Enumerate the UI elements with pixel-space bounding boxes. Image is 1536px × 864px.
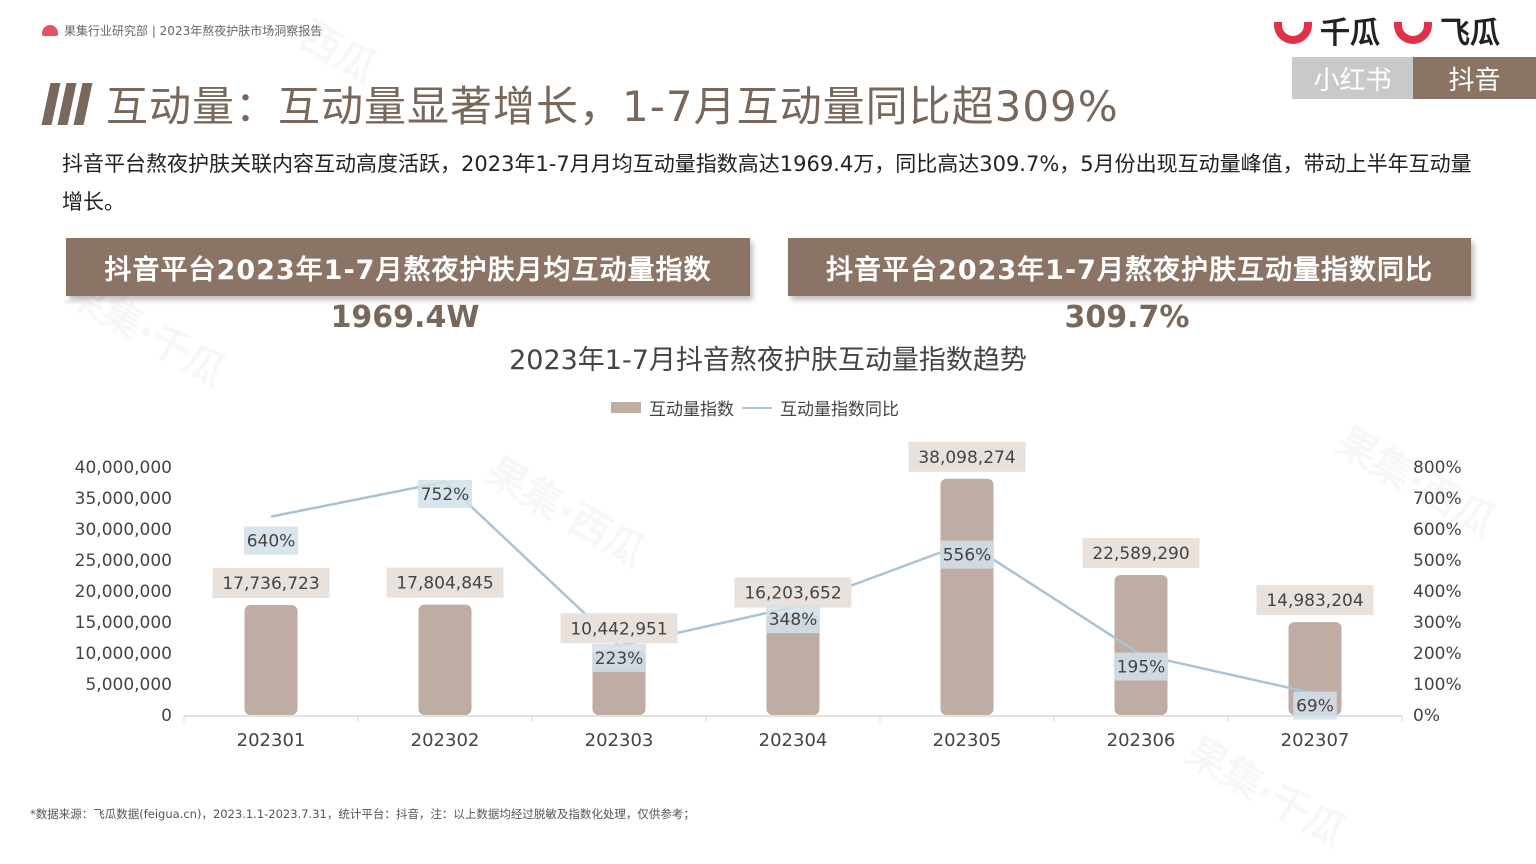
x-tick-label: 202302 <box>411 730 480 751</box>
y-left-tick-label: 5,000,000 <box>85 675 172 695</box>
y-left-tick-label: 35,000,000 <box>75 489 172 509</box>
y-right-tick-label: 400% <box>1413 582 1462 602</box>
bar-value-label-bg <box>1256 585 1374 616</box>
qiangua-logo-icon <box>1274 22 1312 44</box>
y-right-tick-label: 600% <box>1413 520 1462 540</box>
feigua-logo: 飞瓜 <box>1394 8 1500 52</box>
line-value-label: 69% <box>1296 697 1334 717</box>
page-title: 互动量：互动量显著增长，1-7月互动量同比超309% <box>106 82 1119 131</box>
legend-bar-label: 互动量指数 <box>649 400 734 420</box>
y-right-tick-label: 300% <box>1413 613 1462 633</box>
brand-logo-icon <box>42 25 58 36</box>
bar-value-label: 17,804,845 <box>396 574 493 594</box>
bar-value-label: 22,589,290 <box>1092 544 1189 564</box>
bar-value-label-bg <box>1082 537 1200 568</box>
y-right-tick-label: 500% <box>1413 551 1462 571</box>
bar-value-label: 10,442,951 <box>570 619 667 639</box>
legend-bar-swatch <box>611 402 641 413</box>
y-left-tick-label: 10,000,000 <box>75 644 172 664</box>
x-tick-label: 202303 <box>585 730 654 751</box>
bar-value-label-bg <box>560 613 678 644</box>
bar <box>766 614 820 715</box>
x-tick-label: 202301 <box>237 730 306 751</box>
y-right-tick-label: 700% <box>1413 489 1462 509</box>
y-right-tick-label: 800% <box>1413 458 1462 478</box>
line-value-label-bg <box>940 540 994 569</box>
y-right-tick-label: 0% <box>1413 706 1440 726</box>
legend-line-swatch <box>742 406 772 409</box>
bar <box>418 604 472 715</box>
bar-value-label: 14,983,204 <box>1266 591 1363 611</box>
header-source: 果集行业研究部 | 2023年熬夜护肤市场洞察报告 <box>42 22 322 39</box>
bar-value-label-bg <box>908 441 1026 472</box>
y-right-tick-label: 200% <box>1413 644 1462 664</box>
bar-value-label-bg <box>212 568 330 599</box>
line-value-label: 556% <box>943 546 992 566</box>
banner-yoy-interaction: 抖音平台2023年1-7月熬夜护肤互动量指数同比 <box>788 238 1471 296</box>
x-tick-label: 202306 <box>1107 730 1176 751</box>
x-tick-label: 202307 <box>1281 730 1350 751</box>
y-left-tick-label: 0 <box>161 706 172 726</box>
y-left-tick-label: 20,000,000 <box>75 582 172 602</box>
header-source-text: 果集行业研究部 | 2023年熬夜护肤市场洞察报告 <box>64 24 323 38</box>
bar-value-label-bg <box>734 577 852 608</box>
y-right-tick-label: 100% <box>1413 675 1462 695</box>
line-value-label-bg <box>244 526 298 555</box>
line-value-label-bg <box>1293 691 1337 720</box>
y-left-tick-label: 40,000,000 <box>75 458 172 478</box>
footnote: *数据来源：飞瓜数据(feigua.cn)，2023.1.1-2023.7.31… <box>30 807 695 821</box>
partner-logos: 千瓜 飞瓜 <box>1274 8 1500 52</box>
line-value-label-bg <box>1114 652 1168 681</box>
chart-legend: 互动量指数 互动量指数同比 <box>611 395 899 420</box>
legend-line-label: 互动量指数同比 <box>780 400 899 420</box>
chart-title: 2023年1-7月抖音熬夜护肤互动量指数趋势 <box>509 345 1027 376</box>
line-value-label-bg <box>592 643 646 672</box>
kpi-yoy-interaction: 309.7% <box>1064 300 1190 335</box>
y-left-tick-label: 15,000,000 <box>75 613 172 633</box>
summary-text: 抖音平台熬夜护肤关联内容互动高度活跃，2023年1-7月月均互动量指数高达196… <box>62 152 1472 214</box>
line-value-label-bg <box>766 605 820 634</box>
line-value-label: 223% <box>595 649 644 669</box>
bar-value-label: 17,736,723 <box>222 574 319 594</box>
y-left-tick-label: 30,000,000 <box>75 520 172 540</box>
x-tick-label: 202305 <box>933 730 1002 751</box>
x-tick-label: 202304 <box>759 730 828 751</box>
platform-tabs: 小红书 抖音 <box>1292 57 1536 99</box>
kpi-avg-interaction: 1969.4W <box>330 300 480 335</box>
feigua-logo-icon <box>1394 22 1432 44</box>
line-value-label: 348% <box>769 610 818 630</box>
bar <box>244 605 298 715</box>
y-left-tick-label: 25,000,000 <box>75 551 172 571</box>
qiangua-logo: 千瓜 <box>1274 8 1380 52</box>
tab-douyin[interactable]: 抖音 <box>1413 57 1536 99</box>
bar <box>1114 574 1168 715</box>
bar <box>940 478 994 715</box>
title-row: 互动量：互动量显著增长，1-7月互动量同比超309% <box>41 73 1119 134</box>
banner-avg-interaction: 抖音平台2023年1-7月熬夜护肤月均互动量指数 <box>66 238 750 296</box>
line-value-label: 195% <box>1117 658 1166 678</box>
line-value-label-bg <box>418 479 472 508</box>
line-value-label: 752% <box>421 485 470 505</box>
bar-value-label: 38,098,274 <box>918 448 1015 468</box>
bar-value-label: 16,203,652 <box>744 584 841 604</box>
line-value-label: 640% <box>247 532 296 552</box>
tab-xiaohongshu[interactable]: 小红书 <box>1292 57 1413 99</box>
bar-value-label-bg <box>386 567 504 598</box>
